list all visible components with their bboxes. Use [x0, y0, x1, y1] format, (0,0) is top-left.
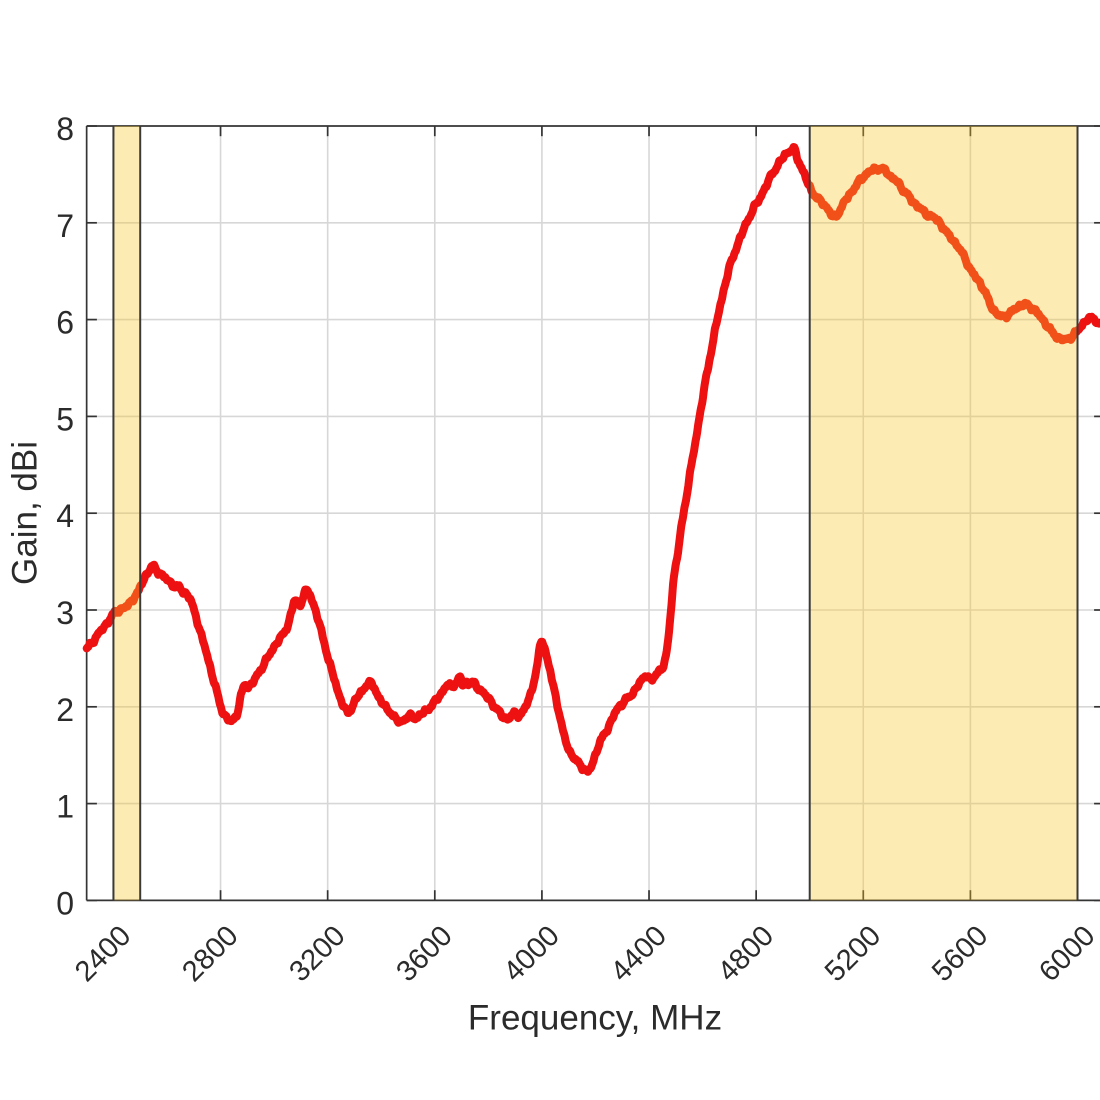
svg-text:7: 7 [56, 208, 74, 244]
svg-text:Frequency, MHz: Frequency, MHz [468, 999, 722, 1038]
svg-text:Gain, dBi: Gain, dBi [6, 441, 45, 585]
svg-text:0: 0 [56, 885, 74, 921]
svg-text:6: 6 [56, 305, 74, 341]
svg-text:3: 3 [56, 595, 74, 631]
svg-text:2: 2 [56, 692, 74, 728]
svg-text:1: 1 [56, 789, 74, 825]
svg-text:5: 5 [56, 401, 74, 437]
svg-text:4: 4 [56, 498, 74, 534]
svg-text:8: 8 [56, 111, 74, 147]
